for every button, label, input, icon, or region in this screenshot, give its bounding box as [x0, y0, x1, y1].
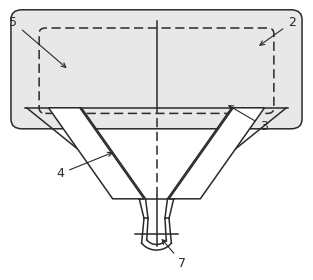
Polygon shape	[169, 108, 264, 199]
Text: 4: 4	[56, 152, 112, 180]
Text: 5: 5	[9, 16, 66, 67]
Text: 7: 7	[162, 240, 187, 270]
Polygon shape	[49, 108, 144, 199]
FancyBboxPatch shape	[11, 10, 302, 129]
Text: 2: 2	[260, 16, 296, 45]
Text: 3: 3	[229, 106, 268, 132]
